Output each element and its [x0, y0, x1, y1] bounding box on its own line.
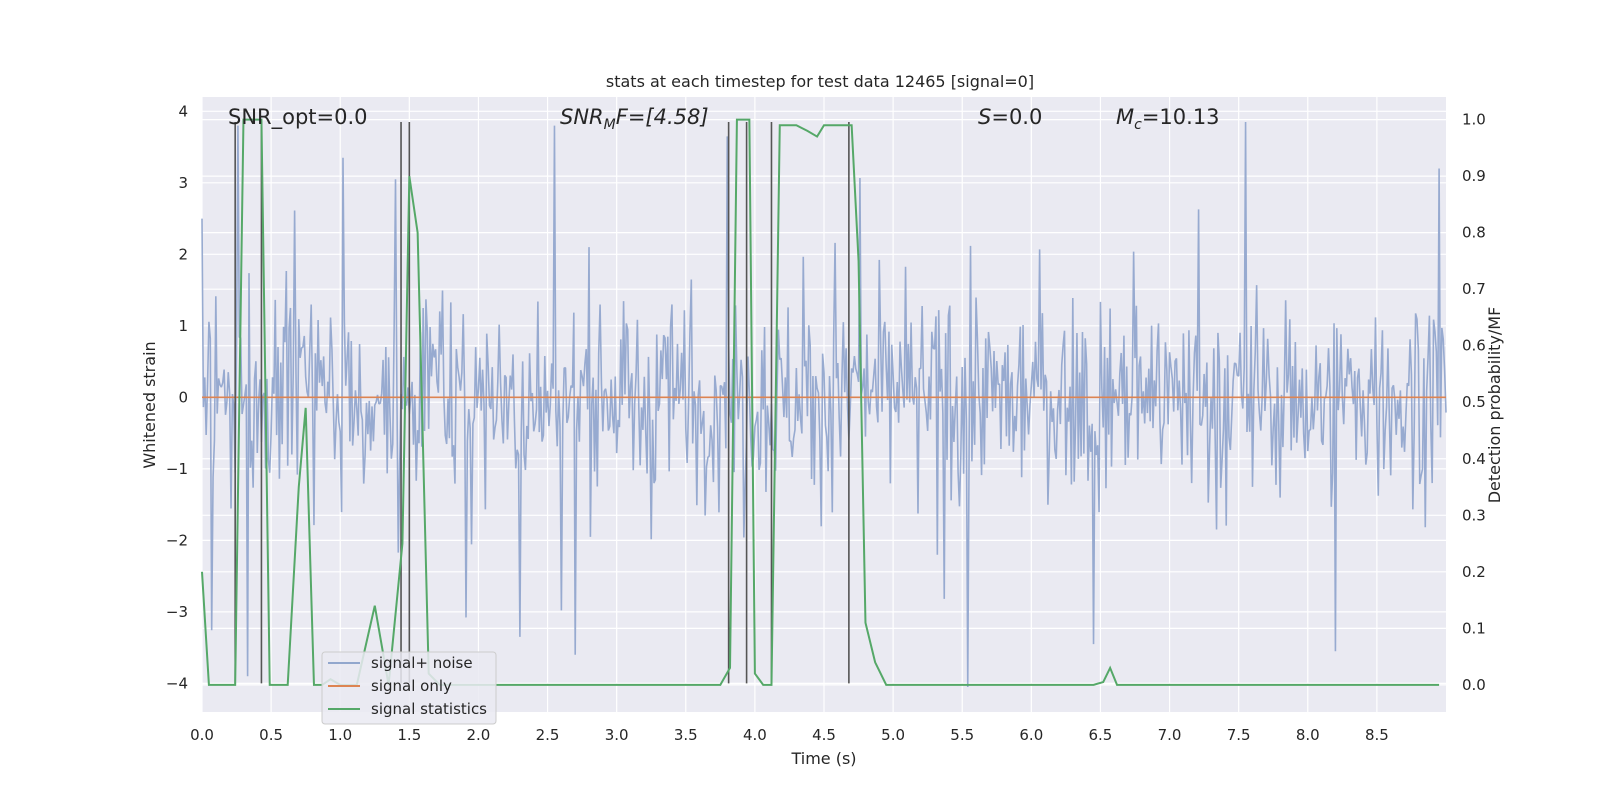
x-tick-label: 4.0 — [743, 726, 767, 744]
legend-label-signal-plus-noise: signal+ noise — [371, 654, 473, 672]
x-tick-label: 6.5 — [1089, 726, 1113, 744]
y-tick-label: −4 — [166, 674, 188, 692]
y2-tick-label: 0.1 — [1462, 619, 1486, 637]
x-tick-label: 4.5 — [812, 726, 836, 744]
y2-tick-label: 0.5 — [1462, 393, 1486, 411]
annotation-s-value: =0.0 — [991, 105, 1042, 129]
legend-box — [321, 651, 497, 725]
y-tick-label: 1 — [178, 317, 188, 335]
y2-tick-label: 0.6 — [1462, 337, 1486, 355]
y2-tick-label: 0.9 — [1462, 167, 1486, 185]
detection-vertical-lines — [234, 122, 850, 684]
y-tick-label: −2 — [166, 531, 188, 549]
x-tick-label: 2.5 — [536, 726, 560, 744]
y2-tick-label: 0.4 — [1462, 450, 1486, 468]
annotation-mc: Mc=10.13 — [1116, 105, 1220, 133]
x-tick-label: 2.0 — [467, 726, 491, 744]
legend: signal+ noise signal only signal statist… — [321, 651, 497, 725]
annotation-snr-mf-sub: M — [604, 117, 616, 133]
x-tick-label: 7.0 — [1158, 726, 1182, 744]
y2-tick-label: 0.7 — [1462, 280, 1486, 298]
y-axis-label: Whitened strain — [140, 341, 159, 468]
y-tick-label: −1 — [166, 460, 188, 478]
grid-lines — [201, 97, 1446, 712]
annotation-mc-sub: c — [1134, 117, 1142, 133]
annotation-s-name: S — [978, 105, 991, 129]
annotation-mc-name: M — [1116, 105, 1134, 129]
y2-tick-label: 0.2 — [1462, 563, 1486, 581]
y-tick-label: 2 — [178, 245, 188, 263]
x-tick-label: 1.5 — [397, 726, 421, 744]
y-tick-label: −3 — [166, 603, 188, 621]
chart-title: stats at each timestep for test data 124… — [606, 72, 1034, 91]
x-tick-label: 1.0 — [328, 726, 352, 744]
x-tick-label: 3.0 — [605, 726, 629, 744]
y2-tick-label: 0.3 — [1462, 506, 1486, 524]
y-tick-label: 0 — [178, 388, 188, 406]
annotation-snr-mf-value: F=[4.58] — [616, 105, 709, 129]
y-tick-label: 4 — [178, 102, 188, 120]
x-tick-label: 7.5 — [1227, 726, 1251, 744]
annotation-snr-mf: SNRMF=[4.58] — [560, 105, 709, 133]
annotation-s: S=0.0 — [978, 105, 1042, 129]
x-tick-label: 8.0 — [1296, 726, 1320, 744]
x-tick-label: 5.0 — [881, 726, 905, 744]
x-tick-labels: 0.0 0.5 1.0 1.5 2.0 2.5 3.0 3.5 4.0 4.5 5.0 5.5 6.0 6… — [190, 726, 1389, 744]
annotation-mc-value: =10.13 — [1142, 105, 1220, 129]
y2-tick-label: 1.0 — [1462, 111, 1486, 129]
x-tick-label: 0.5 — [259, 726, 283, 744]
y-tick-label: 3 — [178, 174, 188, 192]
x-tick-label: 5.5 — [950, 726, 974, 744]
y2-tick-label: 0.0 — [1462, 676, 1486, 694]
x-tick-label: 0.0 — [190, 726, 214, 744]
y-tick-labels: 4 3 2 1 0 −1 −2 −3 −4 — [166, 102, 188, 692]
annotation-snr-opt: SNR_opt=0.0 — [228, 105, 368, 130]
x-tick-label: 6.0 — [1019, 726, 1043, 744]
legend-label-signal-statistics: signal statistics — [371, 700, 487, 718]
annotation-snr-mf-name: SNR — [560, 105, 604, 129]
y2-tick-label: 0.8 — [1462, 224, 1486, 242]
x-tick-label: 3.5 — [674, 726, 698, 744]
series-signal-statistics-line — [201, 118, 1440, 686]
x-tick-label: 8.5 — [1365, 726, 1389, 744]
y2-axis-label: Detection probability/MF — [1485, 307, 1504, 504]
legend-label-signal-only: signal only — [371, 677, 452, 695]
x-axis-label: Time (s) — [790, 749, 856, 768]
y2-tick-labels: 1.0 0.9 0.8 0.7 0.6 0.5 0.4 0.3 0.2 0.1 0.0 — [1462, 111, 1486, 694]
